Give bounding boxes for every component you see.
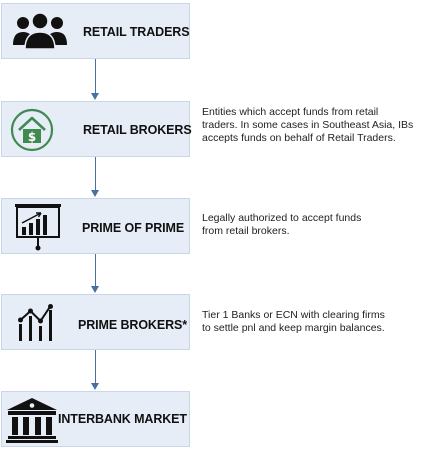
description-line: from retail brokers. <box>202 225 290 237</box>
svg-text:$: $ <box>28 130 36 144</box>
description-line: Legally authorized to accept funds <box>202 212 362 224</box>
step-label: PRIME BROKERS* <box>78 318 188 332</box>
presentation-chart-icon <box>13 202 63 257</box>
step-label: RETAIL TRADERS <box>83 25 190 39</box>
description-line: Entities which accept funds from retail <box>202 106 379 118</box>
step-prime-of-prime: PRIME OF PRIME <box>1 198 190 254</box>
step-retail-brokers: $ RETAIL BROKERS <box>1 101 192 157</box>
description-line: to settle pnl and keep margin balances. <box>202 322 385 334</box>
line-chart-icon <box>16 304 56 349</box>
step-label: INTERBANK MARKET <box>58 412 187 426</box>
description-line: traders. In some cases in Southeast Asia… <box>202 119 414 131</box>
description-line: accepts funds on behalf of Retail Trader… <box>202 132 396 144</box>
house-dollar-icon: $ <box>10 108 54 157</box>
step-description: Entities which accept funds from retail … <box>202 106 434 145</box>
people-group-icon <box>12 11 68 56</box>
step-description: Legally authorized to accept funds from … <box>202 212 434 238</box>
description-line: Tier 1 Banks or ECN with clearing firms <box>202 309 385 321</box>
step-interbank-market: INTERBANK MARKET <box>1 391 190 447</box>
step-prime-brokers: PRIME BROKERS* <box>1 294 190 350</box>
step-description: Tier 1 Banks or ECN with clearing firms … <box>202 309 434 335</box>
step-label: RETAIL BROKERS <box>83 123 192 137</box>
bank-building-icon <box>5 396 59 449</box>
step-retail-traders: RETAIL TRADERS <box>1 3 190 59</box>
step-label: PRIME OF PRIME <box>82 221 185 235</box>
